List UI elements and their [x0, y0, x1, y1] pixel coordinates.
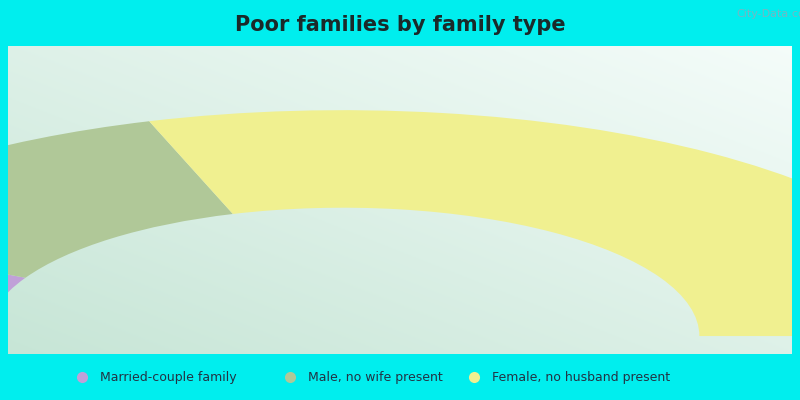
- Text: Male, no wife present: Male, no wife present: [308, 370, 442, 384]
- Text: Married-couple family: Married-couple family: [100, 370, 237, 384]
- Text: Poor families by family type: Poor families by family type: [234, 15, 566, 35]
- Text: City-Data.com: City-Data.com: [736, 9, 800, 19]
- Wedge shape: [149, 110, 800, 336]
- Text: Female, no husband present: Female, no husband present: [492, 370, 670, 384]
- Wedge shape: [0, 234, 26, 336]
- Wedge shape: [0, 121, 233, 278]
